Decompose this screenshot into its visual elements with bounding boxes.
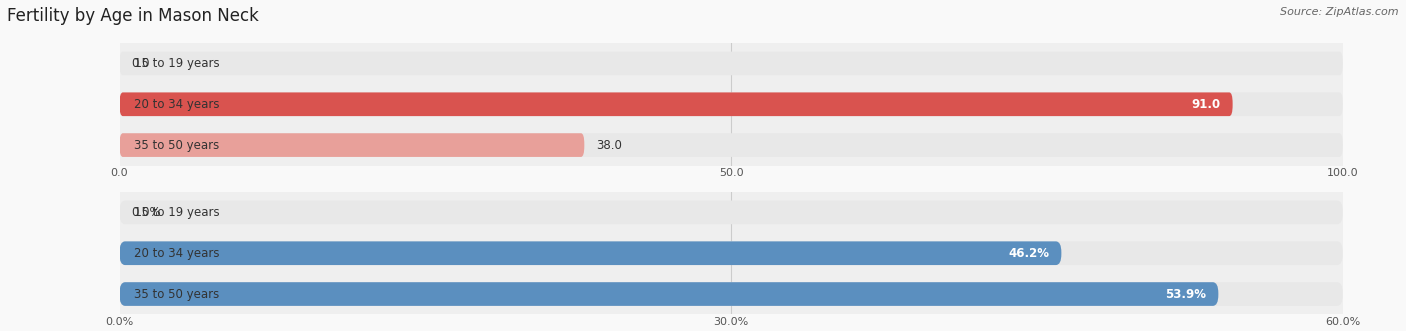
Text: 20 to 34 years: 20 to 34 years [134,247,219,260]
FancyBboxPatch shape [120,282,1343,306]
Text: 35 to 50 years: 35 to 50 years [134,288,219,301]
FancyBboxPatch shape [120,52,1343,75]
Text: 91.0: 91.0 [1191,98,1220,111]
Text: 46.2%: 46.2% [1008,247,1049,260]
FancyBboxPatch shape [120,201,1343,224]
FancyBboxPatch shape [120,92,1233,116]
FancyBboxPatch shape [120,241,1343,265]
FancyBboxPatch shape [120,92,1343,116]
FancyBboxPatch shape [120,133,1343,157]
FancyBboxPatch shape [120,282,1219,306]
Text: 15 to 19 years: 15 to 19 years [134,57,219,70]
Text: Source: ZipAtlas.com: Source: ZipAtlas.com [1281,7,1399,17]
Text: 53.9%: 53.9% [1166,288,1206,301]
Text: 0.0: 0.0 [132,57,150,70]
Text: 20 to 34 years: 20 to 34 years [134,98,219,111]
Text: 15 to 19 years: 15 to 19 years [134,206,219,219]
Text: 35 to 50 years: 35 to 50 years [134,139,219,152]
FancyBboxPatch shape [120,241,1062,265]
FancyBboxPatch shape [120,133,585,157]
Text: Fertility by Age in Mason Neck: Fertility by Age in Mason Neck [7,7,259,24]
Text: 0.0%: 0.0% [132,206,162,219]
Text: 38.0: 38.0 [596,139,623,152]
